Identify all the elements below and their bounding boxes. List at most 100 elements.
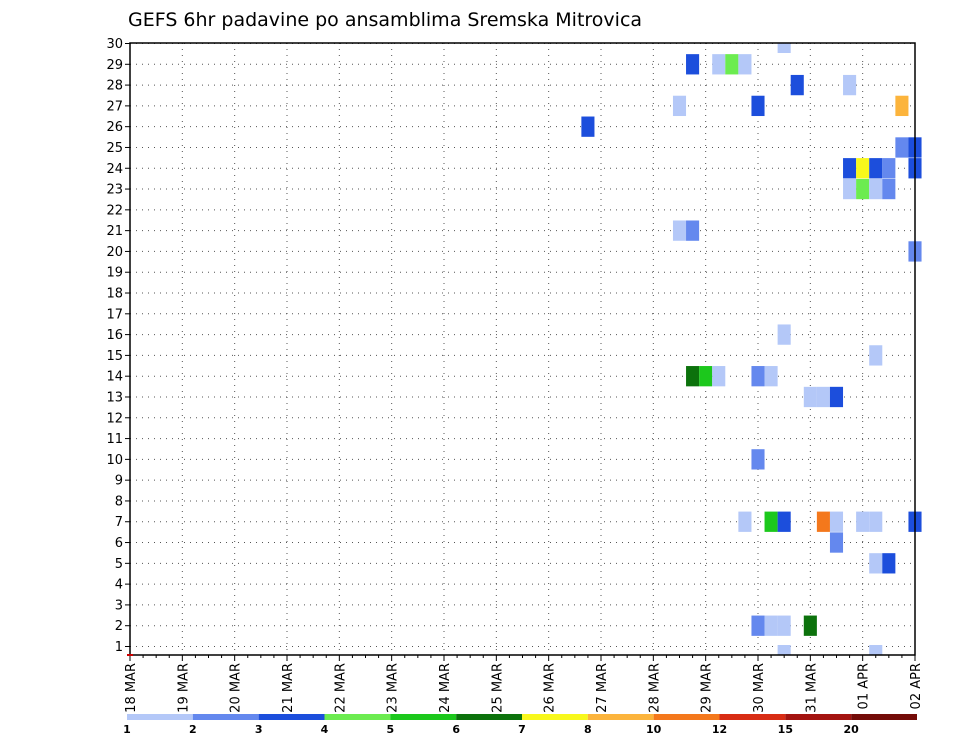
y-axis: 1234567891011121314151617181920212223242… bbox=[106, 37, 130, 655]
precip-cell bbox=[895, 137, 909, 158]
precip-cell bbox=[686, 220, 700, 241]
precip-cell bbox=[843, 178, 857, 200]
legend-label: 12 bbox=[712, 723, 727, 736]
precip-cell bbox=[869, 345, 883, 366]
chart-title: GEFS 6hr padavine po ansamblima Sremska … bbox=[128, 9, 642, 31]
precip-cell bbox=[777, 615, 791, 636]
x-tick-label: 23 MAR bbox=[386, 663, 401, 713]
precip-cell bbox=[829, 386, 844, 408]
precip-cell bbox=[882, 553, 896, 574]
precip-cell bbox=[882, 158, 896, 179]
precip-cell bbox=[751, 366, 765, 387]
y-tick-label: 8 bbox=[115, 494, 123, 509]
precip-cell bbox=[816, 386, 830, 408]
x-tick-label: 21 MAR bbox=[281, 663, 296, 713]
legend-label: 2 bbox=[189, 723, 197, 736]
x-tick-label: 28 MAR bbox=[647, 663, 662, 713]
y-tick-label: 26 bbox=[106, 120, 123, 135]
y-tick-label: 24 bbox=[106, 162, 123, 177]
legend-label: 10 bbox=[646, 723, 662, 736]
x-tick-label: 19 MAR bbox=[176, 663, 191, 713]
y-tick-label: 27 bbox=[106, 99, 123, 114]
precip-cell bbox=[843, 158, 857, 179]
precip-cell bbox=[777, 511, 791, 532]
y-tick-label: 14 bbox=[106, 370, 123, 385]
precip-cell bbox=[686, 366, 700, 387]
precip-cell bbox=[869, 178, 883, 200]
legend-swatch bbox=[192, 714, 259, 720]
precip-cell bbox=[738, 54, 752, 75]
precip-cell bbox=[725, 54, 739, 75]
legend-swatch bbox=[127, 714, 193, 720]
y-tick-label: 3 bbox=[115, 598, 123, 613]
x-tick-label: 22 MAR bbox=[333, 663, 348, 713]
y-tick-label: 6 bbox=[115, 536, 123, 551]
x-tick-label: 01 APR bbox=[857, 663, 872, 709]
y-tick-label: 17 bbox=[106, 307, 123, 322]
y-tick-label: 15 bbox=[106, 349, 123, 364]
precip-cell bbox=[803, 386, 817, 408]
y-tick-label: 1 bbox=[115, 640, 123, 655]
precip-cell bbox=[581, 116, 595, 137]
precip-cell bbox=[751, 95, 765, 117]
y-tick-label: 9 bbox=[115, 474, 123, 489]
y-tick-label: 28 bbox=[106, 79, 123, 94]
precip-cell bbox=[869, 553, 883, 574]
y-tick-label: 22 bbox=[106, 203, 123, 218]
legend-label: 1 bbox=[123, 723, 131, 736]
precip-cell bbox=[764, 511, 778, 532]
legend-swatch bbox=[719, 714, 786, 720]
precip-cell bbox=[777, 645, 791, 655]
precip-cell bbox=[686, 54, 700, 75]
y-tick-label: 12 bbox=[106, 411, 123, 426]
y-tick-label: 5 bbox=[115, 557, 123, 572]
precip-cell bbox=[764, 615, 778, 636]
legend-swatch bbox=[653, 714, 720, 720]
y-tick-label: 23 bbox=[106, 183, 123, 198]
precip-cell bbox=[869, 158, 883, 179]
y-tick-label: 13 bbox=[106, 390, 123, 405]
x-tick-label: 30 MAR bbox=[752, 663, 767, 713]
legend-swatch bbox=[587, 714, 654, 720]
precip-cell bbox=[882, 178, 896, 200]
precip-cell bbox=[764, 366, 778, 387]
y-tick-label: 18 bbox=[106, 287, 123, 302]
precip-cell bbox=[672, 220, 687, 241]
precip-cell bbox=[895, 95, 909, 117]
legend-label: 15 bbox=[778, 723, 793, 736]
legend-swatch bbox=[258, 714, 325, 720]
y-tick-label: 30 bbox=[106, 37, 123, 52]
legend-label: 8 bbox=[584, 723, 592, 736]
precip-cell bbox=[699, 366, 713, 387]
precip-cell bbox=[777, 324, 791, 345]
precip-cell bbox=[672, 95, 687, 117]
precip-cell bbox=[843, 74, 857, 96]
y-tick-label: 29 bbox=[106, 58, 123, 73]
y-tick-label: 11 bbox=[106, 432, 123, 447]
x-tick-label: 29 MAR bbox=[700, 663, 715, 713]
legend-swatch bbox=[456, 714, 522, 720]
x-tick-label: 31 MAR bbox=[804, 663, 819, 713]
x-tick-label: 27 MAR bbox=[595, 663, 610, 713]
y-tick-label: 4 bbox=[115, 578, 123, 593]
x-tick-label: 24 MAR bbox=[438, 663, 453, 713]
precip-cell bbox=[856, 511, 870, 532]
legend-swatch bbox=[390, 714, 457, 720]
data-cells bbox=[581, 43, 922, 655]
precip-cell bbox=[738, 511, 752, 532]
y-tick-label: 19 bbox=[106, 266, 123, 281]
precip-cell bbox=[803, 615, 817, 636]
y-tick-label: 2 bbox=[115, 619, 123, 634]
legend-swatch bbox=[522, 714, 588, 720]
y-tick-label: 10 bbox=[106, 453, 123, 468]
precip-cell bbox=[790, 74, 804, 96]
precip-cell bbox=[712, 54, 726, 75]
precip-cell bbox=[751, 449, 765, 470]
x-tick-label: 18 MAR bbox=[124, 663, 139, 713]
x-tick-label: 20 MAR bbox=[229, 663, 244, 713]
y-tick-label: 16 bbox=[106, 328, 123, 343]
precip-cell bbox=[869, 511, 883, 532]
precip-cell bbox=[816, 511, 830, 532]
y-tick-label: 20 bbox=[106, 245, 123, 260]
